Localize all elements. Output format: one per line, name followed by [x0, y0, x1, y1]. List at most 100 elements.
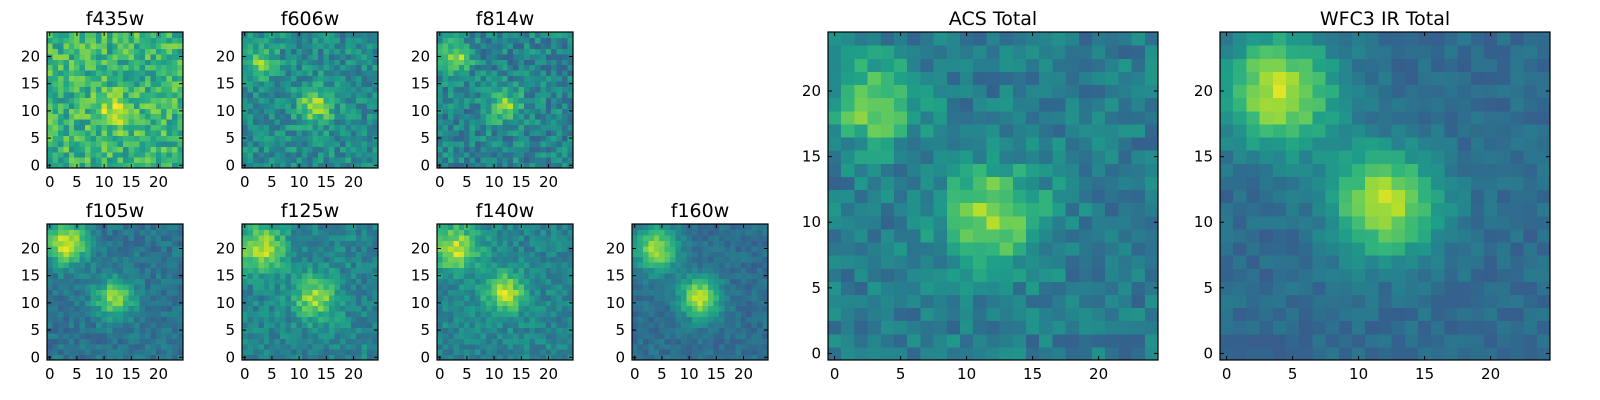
heatmap-cell — [274, 278, 281, 285]
heatmap-cell — [556, 91, 563, 98]
heatmap-cell — [545, 327, 552, 334]
heatmap-cell — [1118, 346, 1133, 361]
heatmap-cell — [894, 294, 908, 309]
heatmap-cell — [296, 102, 303, 109]
heatmap-cell — [90, 151, 97, 158]
heatmap-cell — [1144, 281, 1159, 295]
heatmap-cell — [177, 86, 184, 93]
heatmap-cell — [101, 229, 108, 236]
heatmap-cell — [361, 75, 368, 82]
heatmap-cell — [507, 311, 514, 318]
heatmap-cell — [63, 267, 70, 274]
heatmap-cell — [139, 245, 146, 252]
heatmap-cell — [263, 332, 270, 339]
heatmap-cell — [361, 53, 368, 60]
heatmap-cell — [112, 283, 119, 290]
x-tick-label: 15 — [317, 365, 336, 383]
heatmap-cell — [296, 327, 303, 334]
heatmap-cell — [475, 157, 482, 164]
heatmap-cell — [632, 305, 639, 312]
heatmap-cell — [318, 75, 325, 82]
heatmap-cell — [242, 42, 249, 49]
heatmap-cell — [502, 151, 509, 158]
heatmap-cell — [345, 321, 352, 328]
heatmap-cell — [524, 86, 531, 93]
heatmap-cell — [242, 113, 249, 120]
heatmap-cell — [1092, 176, 1106, 191]
heatmap-cell — [551, 146, 558, 153]
heatmap-cell — [1065, 307, 1080, 322]
heatmap-cell — [469, 267, 476, 274]
heatmap-cell — [252, 70, 259, 77]
heatmap-cell — [161, 316, 168, 323]
heatmap-cell — [464, 283, 471, 290]
heatmap-cell — [361, 278, 368, 285]
heatmap-cell — [172, 300, 179, 307]
heatmap-cell — [90, 108, 97, 115]
heatmap-cell — [1118, 189, 1133, 204]
heatmap-cell — [161, 32, 168, 39]
heatmap-cell — [1026, 241, 1040, 256]
heatmap-cell — [329, 343, 336, 350]
heatmap-cell — [112, 53, 119, 60]
heatmap-cell — [329, 64, 336, 71]
heatmap-cell — [545, 124, 552, 131]
heatmap-cell — [106, 146, 113, 153]
heatmap-cell — [637, 316, 644, 323]
heatmap-cell — [329, 75, 336, 82]
heatmap-cell — [345, 129, 352, 136]
heatmap-cell — [128, 140, 135, 147]
heatmap-cell — [567, 75, 574, 82]
heatmap-cell — [475, 240, 482, 247]
heatmap-cell — [702, 245, 709, 252]
heatmap-cell — [1065, 281, 1080, 295]
heatmap-cell — [999, 333, 1014, 348]
heatmap-cell — [112, 91, 119, 98]
heatmap-cell — [453, 332, 460, 339]
heatmap-cell — [502, 102, 509, 109]
heatmap-cell — [269, 283, 276, 290]
heatmap-cell — [280, 305, 287, 312]
heatmap-cell — [57, 283, 64, 290]
heatmap-cell — [697, 305, 704, 312]
heatmap-cell — [161, 251, 168, 258]
heatmap-cell — [166, 300, 173, 307]
heatmap-cell — [653, 354, 660, 361]
heatmap-cell — [112, 332, 119, 339]
heatmap-cell — [762, 229, 769, 236]
heatmap-cell — [841, 228, 855, 243]
heatmap-cell — [437, 278, 444, 285]
heatmap-cell — [106, 229, 113, 236]
heatmap-cell — [296, 91, 303, 98]
heatmap-cell — [247, 146, 254, 153]
heatmap-cell — [280, 151, 287, 158]
heatmap-cell — [242, 278, 249, 285]
heatmap-cell — [551, 151, 558, 158]
heatmap-cell — [751, 343, 758, 350]
heatmap-cell — [356, 157, 363, 164]
heatmap-cell — [545, 251, 552, 258]
heatmap-cell — [507, 316, 514, 323]
heatmap-cell — [1026, 202, 1040, 217]
heatmap-cells — [242, 32, 379, 169]
heatmap-cell — [518, 48, 525, 55]
heatmap-cell — [691, 272, 698, 279]
heatmap-cell — [106, 300, 113, 307]
heatmap-cell — [545, 37, 552, 44]
heatmap-cell — [155, 245, 162, 252]
heatmap-cell — [464, 278, 471, 285]
heatmap-cell — [729, 321, 736, 328]
heatmap-cell — [502, 229, 509, 236]
heatmap-cell — [128, 240, 135, 247]
heatmap-cell — [47, 146, 54, 153]
heatmap-cell — [485, 108, 492, 115]
heatmap-cell — [524, 70, 531, 77]
heatmap-cell — [323, 97, 330, 104]
heatmap-cell — [263, 294, 270, 301]
heatmap-cell — [123, 349, 130, 356]
heatmap-cell — [296, 97, 303, 104]
heatmap-cell — [361, 157, 368, 164]
heatmap-cell — [90, 251, 97, 258]
heatmap-cell — [680, 240, 687, 247]
heatmap-cell — [312, 289, 319, 296]
